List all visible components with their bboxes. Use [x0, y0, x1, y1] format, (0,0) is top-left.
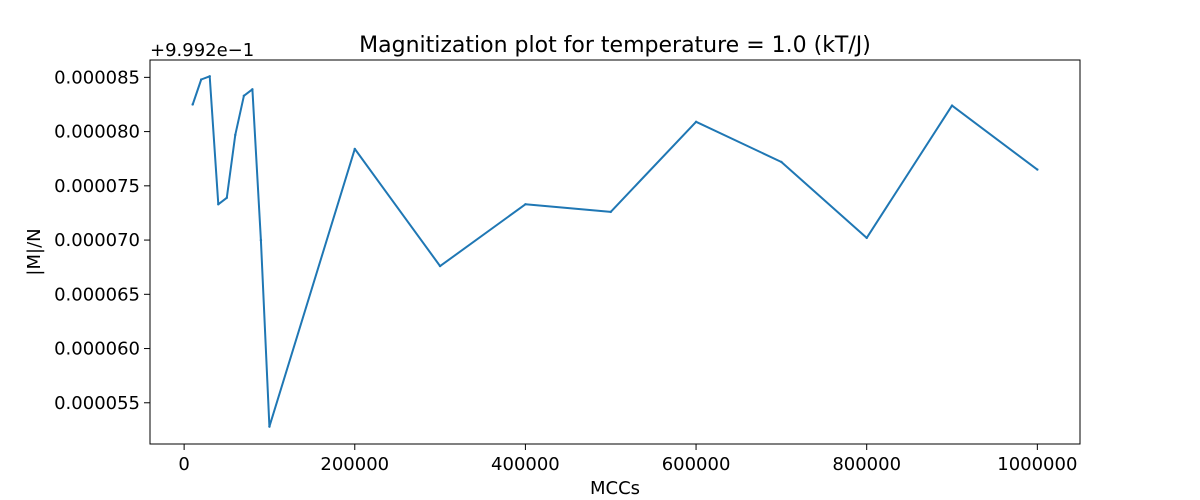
x-axis-label: MCCs [590, 478, 640, 499]
data-point [242, 94, 246, 97]
x-tick-label: 800000 [832, 454, 901, 475]
y-tick-label: 0.000085 [54, 67, 140, 88]
data-point [694, 120, 698, 124]
y-axis-ticks: 0.000055 0.000060 0.000065 0.000070 0.000075… [54, 67, 150, 414]
plot-area [149, 59, 1081, 445]
y-axis-label: |M|/N [24, 228, 45, 275]
data-point [225, 196, 228, 199]
data-point [208, 75, 211, 78]
x-axis-ticks: 0 200000 400000 600000 800000 1000000 [178, 444, 1077, 475]
x-tick-label: 0 [178, 454, 189, 475]
data-point [268, 425, 271, 428]
data-point [1036, 168, 1039, 171]
data-point [524, 203, 527, 206]
y-tick-label: 0.000075 [54, 176, 140, 197]
data-point [780, 160, 783, 164]
series-layer [191, 75, 1039, 428]
data-point [234, 133, 237, 137]
data-point [865, 236, 868, 240]
data-point [217, 203, 220, 206]
x-tick-label: 1000000 [997, 454, 1077, 475]
data-point [950, 104, 954, 107]
chart-title: Magnitization plot for temperature = 1.0… [359, 33, 871, 58]
x-tick-label: 200000 [320, 454, 389, 475]
data-point [609, 210, 612, 214]
y-tick-label: 0.000065 [54, 284, 140, 305]
y-tick-label: 0.000070 [54, 230, 140, 251]
x-tick-label: 400000 [491, 454, 560, 475]
y-tick-label: 0.000080 [54, 122, 140, 143]
y-tick-label: 0.000060 [54, 339, 140, 360]
data-point [259, 238, 263, 242]
y-offset-label: +9.992e−1 [150, 40, 254, 61]
data-point [438, 264, 442, 268]
data-point [191, 103, 194, 106]
x-tick-label: 600000 [662, 454, 731, 475]
data-point [199, 78, 203, 81]
data-point [353, 147, 356, 151]
data-point [251, 88, 254, 91]
y-tick-label: 0.000055 [54, 393, 140, 414]
series-line [191, 75, 1039, 428]
